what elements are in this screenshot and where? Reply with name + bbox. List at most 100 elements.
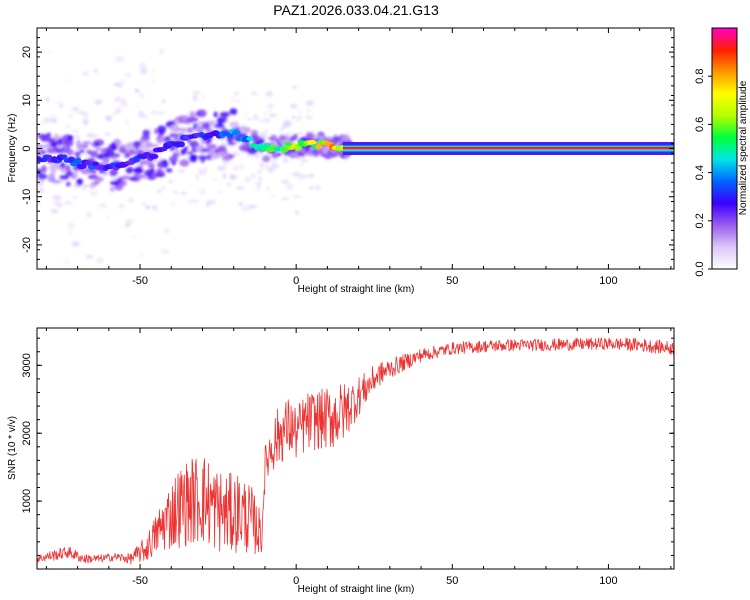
spectrogram-speckle: [120, 102, 128, 107]
spectrogram-blob: [37, 173, 48, 180]
spectrogram-speckle: [305, 100, 315, 106]
spectrogram-speckle: [296, 116, 301, 123]
spectrogram-ridge-cell: [231, 130, 241, 136]
snr-panel: -50 0 50 100 1000 2000 3000 Height of straight…: [7, 327, 675, 595]
spectrogram-speckle: [124, 223, 132, 228]
spectrogram-speckle: [50, 113, 56, 119]
spectrogram-blob: [189, 111, 196, 119]
spectrogram-speckle: [297, 109, 303, 114]
spectrogram-speckle: [124, 72, 132, 78]
snr-ytick-label: 1000: [21, 489, 33, 513]
spectrogram-panel: -50 0 50 100 -20 -10 0 10 20 Height of straight …: [7, 27, 675, 295]
spectrogram-xtick-label: -50: [132, 275, 148, 287]
spectrogram-blob: [76, 178, 84, 186]
spectrogram-blob: [186, 151, 194, 155]
spectrogram-speckle: [258, 118, 266, 124]
spectrogram-speckle: [138, 93, 145, 98]
spectrogram-blob: [65, 164, 71, 171]
spectrogram-speckle: [195, 174, 200, 180]
spectrogram-ridge-cell: [279, 146, 289, 153]
spectrogram-speckle: [177, 169, 186, 173]
spectrogram-blob: [37, 168, 42, 175]
spectrogram-blob: [219, 111, 231, 118]
spectrogram-blob: [57, 138, 63, 144]
spectrogram-blob: [120, 144, 128, 148]
spectrogram-xtick-label: 100: [599, 275, 617, 287]
spectrogram-speckle: [114, 97, 121, 103]
spectrogram-blob: [319, 145, 331, 150]
spectrogram-blob: [128, 176, 139, 181]
spectrogram-speckle: [106, 215, 110, 220]
spectrogram-blob: [324, 153, 332, 158]
snr-xtick-label: 50: [446, 575, 458, 587]
spectrogram-speckle: [85, 253, 94, 260]
spectrogram-blob: [174, 119, 179, 126]
spectrogram-speckle: [264, 118, 271, 123]
spectrogram-blob: [205, 143, 217, 150]
spectrogram-blob: [340, 134, 351, 143]
spectrogram-speckle: [68, 112, 73, 120]
spectrogram-blob: [183, 117, 188, 121]
spectrogram-speckle: [238, 202, 244, 206]
spectrogram-blob: [132, 141, 142, 148]
spectrogram-blob: [169, 124, 180, 133]
spectrogram-speckle: [268, 110, 273, 114]
spectrogram-speckle: [250, 91, 258, 95]
spectrogram-speckle: [276, 164, 280, 170]
spectrogram-blob: [147, 176, 156, 180]
spectrogram-blob: [163, 136, 171, 142]
spectrogram-blob: [76, 145, 83, 151]
spectrogram-blob: [181, 127, 187, 132]
spectrogram-speckle: [65, 79, 71, 83]
spectrogram-blob: [48, 164, 60, 171]
spectrogram-blob: [213, 123, 225, 129]
spectrogram-speckle: [75, 109, 79, 115]
spectrogram-blob: [46, 147, 57, 154]
spectrogram-blob: [267, 137, 276, 141]
spectrogram-blob: [40, 134, 52, 142]
spectrogram-ridge-cell: [67, 156, 76, 164]
spectrogram-speckle: [230, 96, 236, 103]
spectrogram-speckle: [304, 174, 311, 179]
spectrogram-xlabel: Height of straight line (km): [298, 284, 415, 295]
spectrogram-blob: [50, 142, 58, 148]
spectrogram-speckle: [210, 177, 219, 181]
spectrogram-speckle: [161, 248, 170, 255]
snr-frame: [36, 327, 675, 570]
snr-ytick-label: 2000: [21, 421, 33, 445]
spectrogram-speckle: [222, 173, 227, 180]
spectrogram-speckle: [138, 62, 147, 68]
snr-xtick-label: 100: [599, 575, 617, 587]
spectrogram-ytick-label: 10: [21, 94, 33, 106]
spectrogram-blob: [198, 155, 208, 161]
spectrogram-speckle: [158, 111, 166, 116]
spectrogram-blob: [65, 181, 71, 187]
spectrogram-blob: [211, 150, 221, 159]
spectrogram-blob: [116, 177, 123, 184]
spectrogram-blob: [153, 128, 158, 135]
snr-xtick-label: 0: [293, 575, 299, 587]
spectrogram-speckle: [306, 108, 311, 113]
spectrogram-blob: [218, 151, 229, 157]
spectrogram-blob: [101, 155, 110, 164]
spectrogram-blob: [157, 161, 165, 169]
spectrogram-blob: [229, 121, 240, 129]
spectrogram-speckle: [290, 103, 298, 109]
colorbar-tick-label: 0.4: [694, 165, 706, 180]
spectrogram-speckle: [150, 79, 156, 83]
colorbar-label: Normalized spectral amplitude: [738, 80, 749, 215]
spectrogram-ridge-cell: [263, 142, 271, 149]
spectrogram-speckle: [53, 201, 62, 206]
spectrogram-blob: [284, 151, 290, 156]
spectrogram-ridge-cell: [74, 157, 82, 165]
spectrogram-blob: [147, 163, 155, 169]
spectrogram-speckle: [292, 85, 297, 91]
spectrogram-speckle: [200, 94, 206, 100]
spectrogram-speckle: [314, 184, 322, 191]
colorbar-tick-label: 0.6: [694, 117, 706, 132]
spectrogram-blob: [238, 125, 249, 134]
spectrogram-speckle: [73, 135, 81, 139]
spectrogram-speckle: [236, 186, 245, 190]
spectrogram-blob: [59, 174, 70, 181]
spectrogram-axes: -50 0 50 100 -20 -10 0 10 20: [21, 27, 674, 287]
